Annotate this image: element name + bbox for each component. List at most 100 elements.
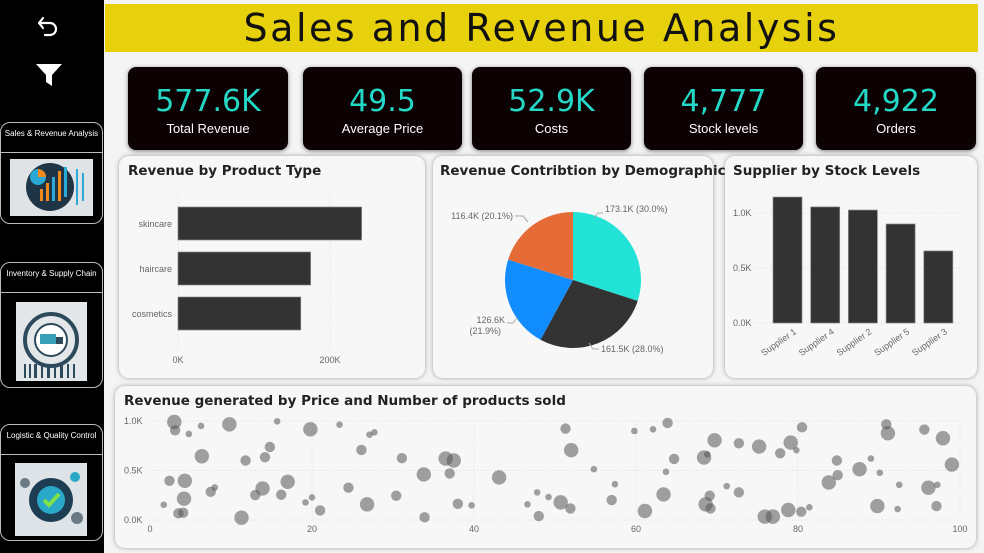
scatter-point [160, 501, 168, 509]
pie-slice [540, 280, 638, 348]
leader-line [588, 342, 599, 350]
scatter-point [560, 423, 571, 434]
x-tick-label: 60 [631, 524, 641, 534]
x-tick-label: Supplier 3 [910, 326, 949, 357]
scatter-point [931, 500, 942, 512]
nav-logistic-quality[interactable]: Logistic & Quality Control [0, 424, 103, 541]
chart-title: Revenue by Product Type [128, 163, 322, 179]
leader-line [507, 317, 518, 324]
funnel-icon[interactable] [35, 62, 63, 88]
pie-slice [508, 212, 573, 280]
bar-skincare [177, 206, 362, 241]
x-tick-label: Supplier 5 [872, 326, 911, 357]
scatter-point [314, 505, 326, 516]
sales-analytics-image [10, 159, 93, 216]
nav-sales-revenue[interactable]: Sales & Revenue Analysis [0, 122, 103, 224]
scatter-point [185, 430, 193, 438]
scatter-point [662, 417, 673, 429]
supplier-stock-panel[interactable]: Supplier by Stock Levels 0.0K 0.5K 1.0K Sup… [725, 156, 977, 378]
x-tick-label: 80 [793, 524, 803, 534]
kpi-value: 52.9K [508, 84, 595, 119]
scatter-point [264, 441, 276, 453]
scatter-point [371, 428, 378, 436]
scatter-point [793, 446, 800, 454]
x-tick-label: 0K [172, 355, 183, 365]
scatter-point [565, 503, 576, 514]
scatter-point [649, 426, 657, 433]
x-tick-label: 0 [147, 524, 152, 534]
scatter-point [934, 481, 941, 489]
scatter-point [164, 475, 175, 486]
scatter-point [751, 439, 767, 454]
scatter-point [774, 448, 786, 459]
scatter-point [234, 510, 249, 525]
revenue-by-product-panel[interactable]: Revenue by Product Type 0K 200K skincare ha… [119, 156, 425, 378]
kpi-value: 577.6K [155, 84, 261, 119]
scatter-point [280, 474, 295, 489]
scatter-point [631, 427, 638, 435]
scatter-point [343, 482, 354, 493]
scatter-point [783, 435, 798, 450]
undo-arrow-icon[interactable] [36, 14, 60, 40]
scatter-point [197, 422, 205, 430]
x-tick-label: 20 [307, 524, 317, 534]
leader-line [593, 212, 603, 219]
scatter-point [545, 493, 552, 501]
scatter-point [765, 509, 781, 524]
scatter-point [796, 506, 807, 517]
bar-supplier [848, 209, 878, 324]
scatter-point [606, 494, 617, 506]
demographics-panel[interactable]: Revenue Contribtion by Demographics 173.… [433, 156, 734, 378]
kpi-costs: 52.9K Costs [472, 67, 631, 150]
scatter-point [553, 495, 568, 510]
nav-inventory-supply[interactable]: Inventory & Supply Chain [0, 262, 103, 388]
bar-supplier [772, 196, 803, 324]
scatter-point [303, 422, 318, 437]
kpi-label: Total Revenue [166, 121, 250, 136]
scatter-point [416, 467, 431, 482]
scatter-point [177, 473, 193, 488]
scatter-point [468, 502, 475, 509]
bar-haircare [177, 251, 311, 286]
y-tick-label: 0.0K [733, 318, 752, 328]
revenue-scatter-chart: 0.0K 0.5K 1.0K 0 20 40 60 80 100 [124, 414, 968, 534]
y-tick-label: 0.0K [124, 515, 143, 525]
scatter-point [880, 426, 896, 441]
supply-chain-image [16, 302, 87, 381]
scatter-point [611, 480, 619, 488]
y-tick-label: 1.0K [733, 208, 752, 218]
y-tick-label: 0.5K [124, 466, 143, 476]
kpi-value: 4,922 [853, 84, 939, 119]
kpi-value: 4,777 [680, 84, 767, 119]
pie-slice [505, 259, 573, 340]
scatter-point [194, 449, 210, 464]
scatter-point [935, 431, 951, 446]
scatter-panel[interactable]: Revenue generated by Price and Number of… [115, 386, 976, 548]
x-tick-label: 100 [952, 524, 967, 534]
x-tick-label: 40 [469, 524, 479, 534]
sidebar: Sales & Revenue Analysis Inventory & Sup… [0, 0, 104, 553]
scatter-point [359, 497, 375, 512]
y-tick-label: 0.5K [733, 263, 752, 273]
scatter-point [308, 494, 316, 501]
scatter-point [240, 455, 251, 466]
scatter-point [452, 498, 463, 509]
scatter-point [733, 438, 745, 449]
x-tick-label: Supplier 1 [759, 326, 798, 357]
scatter-point [356, 444, 367, 456]
scatter-point [723, 482, 731, 490]
scatter-point [302, 499, 309, 506]
scatter-point [821, 475, 836, 490]
nav-label: Logistic & Quality Control [1, 425, 102, 455]
scatter-point [564, 443, 579, 458]
scatter-point [391, 490, 402, 501]
bar-supplier [810, 206, 841, 324]
scatter-point [637, 503, 653, 519]
scatter-point [921, 480, 936, 495]
kpi-stock-levels: 4,777 Stock levels [644, 67, 803, 150]
scatter-point [806, 504, 813, 511]
kpi-label: Costs [534, 121, 569, 136]
scatter-point [703, 450, 711, 458]
scatter-point [705, 503, 716, 514]
data-label: 116.4K (20.1%) [451, 211, 513, 221]
